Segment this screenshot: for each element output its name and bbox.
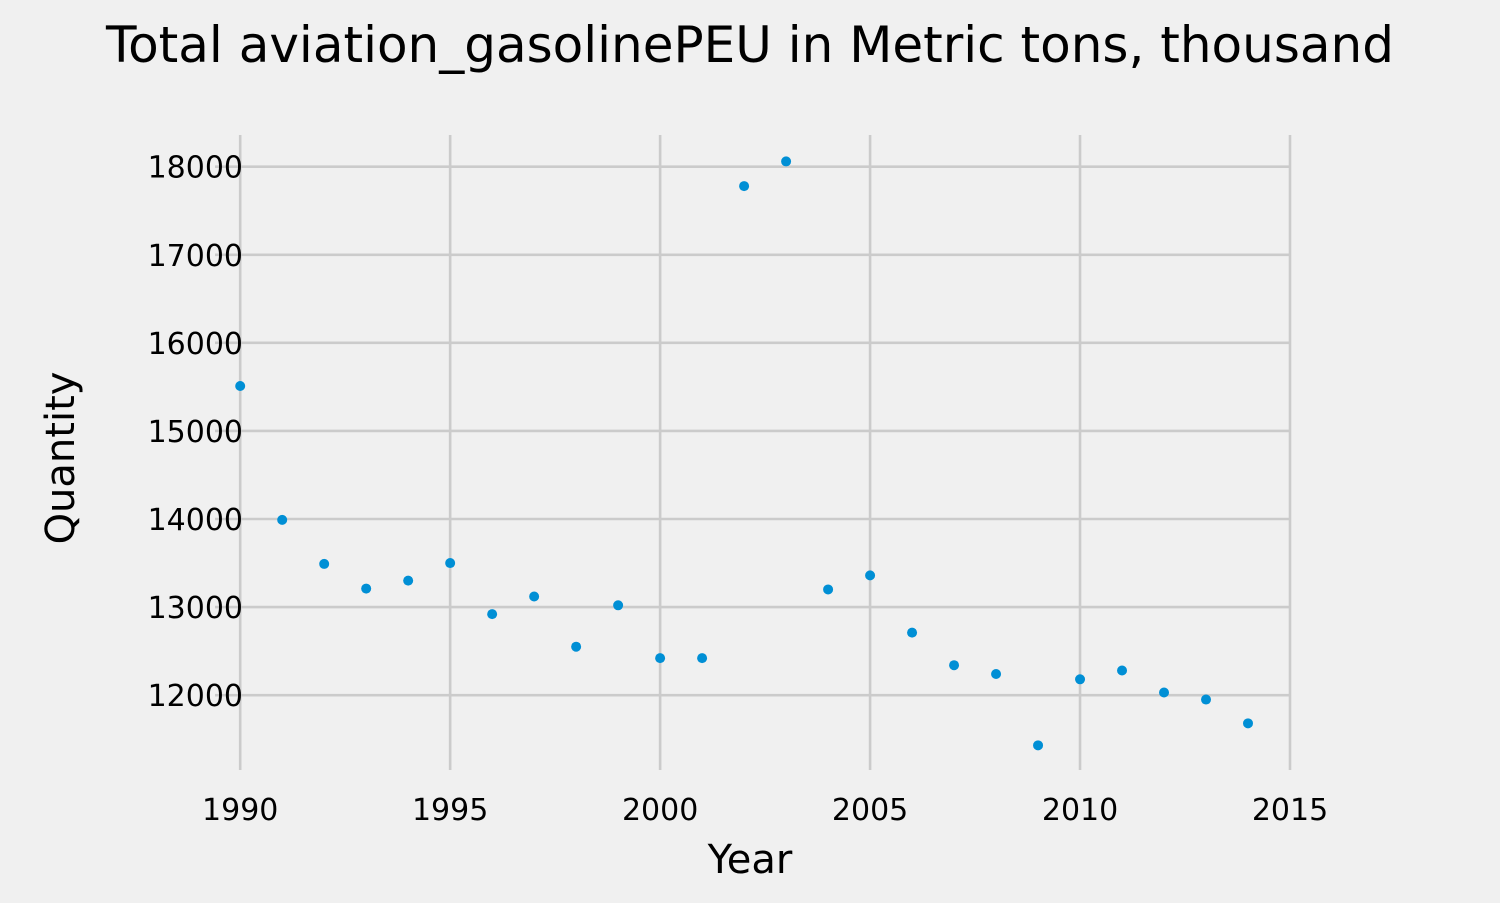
x-tick-label: 1990 [202,793,278,828]
data-point [445,558,456,569]
data-point [781,156,792,167]
data-point [361,583,372,594]
data-point [823,584,834,595]
x-tick-label: 2015 [1252,793,1328,828]
data-point [571,641,582,652]
data-point [907,627,918,638]
data-point [949,660,960,671]
y-tick-label: 13000 [148,591,243,626]
data-point [529,591,540,602]
y-tick-label: 12000 [148,679,243,714]
y-axis-label: Quantity [38,372,84,545]
data-point [1033,740,1044,751]
x-tick-label: 2000 [622,793,698,828]
data-point [1117,665,1128,676]
data-point [487,609,498,620]
data-point [655,653,666,664]
y-tick-label: 18000 [148,151,243,186]
data-point [277,514,288,525]
data-point [1201,694,1212,705]
data-point [613,600,624,611]
data-point [739,181,750,192]
y-tick-label: 17000 [148,239,243,274]
y-tick-label: 15000 [148,415,243,450]
data-point [319,558,330,569]
chart-title: Total aviation_gasolinePEU in Metric ton… [105,16,1394,74]
data-point [865,570,876,581]
data-point [1159,687,1170,698]
x-tick-label: 1995 [412,793,488,828]
data-point [235,381,246,392]
y-tick-label: 14000 [148,503,243,538]
data-point [697,653,708,664]
x-axis-label: Year [707,837,793,883]
x-tick-label: 2005 [832,793,908,828]
y-tick-labels: 12000 13000 14000 15000 16000 17000 18000 [148,151,243,714]
x-tick-labels: 1990 1995 2000 2005 2010 2015 [202,793,1328,828]
x-tick-label: 2010 [1042,793,1118,828]
data-point [1243,718,1254,729]
data-point [1075,674,1086,685]
data-points [235,156,1254,751]
data-point [991,669,1002,680]
grid [215,135,1292,770]
data-point [403,575,414,586]
y-tick-label: 16000 [148,327,243,362]
